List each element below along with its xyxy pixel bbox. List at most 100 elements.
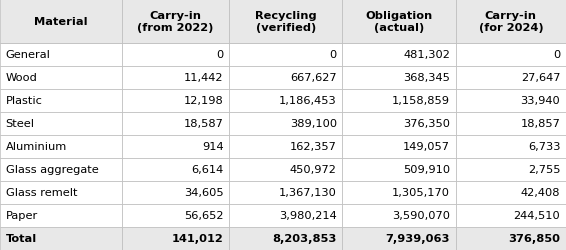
Bar: [456, 181, 566, 204]
Text: 162,357: 162,357: [290, 142, 337, 152]
Bar: [456, 112, 566, 135]
Text: Glass remelt: Glass remelt: [6, 188, 77, 198]
Text: 450,972: 450,972: [290, 165, 337, 175]
Text: 1,305,170: 1,305,170: [392, 188, 450, 198]
Text: 11,442: 11,442: [184, 73, 224, 83]
Bar: [122, 181, 229, 204]
Bar: [229, 158, 342, 181]
Bar: [229, 89, 342, 112]
Bar: [122, 0, 229, 44]
Bar: [456, 66, 566, 89]
Bar: [122, 204, 229, 227]
Bar: [0, 135, 122, 158]
Text: Carry-in
(for 2024): Carry-in (for 2024): [478, 11, 543, 32]
Text: 6,733: 6,733: [528, 142, 560, 152]
Text: 0: 0: [553, 50, 560, 60]
Bar: [229, 135, 342, 158]
Text: 0: 0: [329, 50, 337, 60]
Text: 56,652: 56,652: [184, 210, 224, 220]
Bar: [456, 158, 566, 181]
Bar: [229, 204, 342, 227]
Text: 7,939,063: 7,939,063: [385, 234, 450, 243]
Text: 1,186,453: 1,186,453: [279, 96, 337, 106]
Text: 368,345: 368,345: [403, 73, 450, 83]
Text: Material: Material: [34, 17, 88, 27]
Bar: [342, 0, 456, 44]
Text: 376,350: 376,350: [403, 119, 450, 129]
Text: Wood: Wood: [6, 73, 37, 83]
Bar: [0, 44, 122, 66]
Bar: [0, 204, 122, 227]
Bar: [342, 89, 456, 112]
Bar: [122, 135, 229, 158]
Bar: [229, 112, 342, 135]
Bar: [456, 204, 566, 227]
Text: Plastic: Plastic: [6, 96, 42, 106]
Text: 34,605: 34,605: [184, 188, 224, 198]
Bar: [342, 112, 456, 135]
Text: 0: 0: [216, 50, 224, 60]
Text: 6,614: 6,614: [191, 165, 224, 175]
Text: 667,627: 667,627: [290, 73, 337, 83]
Bar: [122, 66, 229, 89]
Text: Steel: Steel: [6, 119, 35, 129]
Text: Obligation
(actual): Obligation (actual): [366, 11, 432, 32]
Bar: [342, 181, 456, 204]
Text: 481,302: 481,302: [403, 50, 450, 60]
Bar: [0, 227, 122, 250]
Text: 27,647: 27,647: [521, 73, 560, 83]
Text: 12,198: 12,198: [184, 96, 224, 106]
Text: 389,100: 389,100: [290, 119, 337, 129]
Text: 914: 914: [202, 142, 224, 152]
Text: 509,910: 509,910: [403, 165, 450, 175]
Bar: [342, 204, 456, 227]
Bar: [456, 135, 566, 158]
Text: 3,980,214: 3,980,214: [279, 210, 337, 220]
Bar: [229, 227, 342, 250]
Text: Recycling
(verified): Recycling (verified): [255, 11, 316, 32]
Text: 3,590,070: 3,590,070: [392, 210, 450, 220]
Text: 42,408: 42,408: [521, 188, 560, 198]
Bar: [229, 181, 342, 204]
Text: 244,510: 244,510: [513, 210, 560, 220]
Text: 1,367,130: 1,367,130: [279, 188, 337, 198]
Text: 149,057: 149,057: [403, 142, 450, 152]
Bar: [456, 0, 566, 44]
Bar: [229, 66, 342, 89]
Text: 2,755: 2,755: [528, 165, 560, 175]
Bar: [342, 227, 456, 250]
Bar: [456, 89, 566, 112]
Text: Paper: Paper: [6, 210, 38, 220]
Text: General: General: [6, 50, 50, 60]
Text: Total: Total: [6, 234, 37, 243]
Bar: [122, 158, 229, 181]
Text: 1,158,859: 1,158,859: [392, 96, 450, 106]
Bar: [0, 112, 122, 135]
Bar: [0, 0, 122, 44]
Text: Glass aggregate: Glass aggregate: [6, 165, 98, 175]
Bar: [229, 44, 342, 66]
Bar: [229, 0, 342, 44]
Bar: [342, 66, 456, 89]
Bar: [0, 158, 122, 181]
Text: 376,850: 376,850: [508, 234, 560, 243]
Bar: [342, 135, 456, 158]
Text: Carry-in
(from 2022): Carry-in (from 2022): [138, 11, 213, 32]
Bar: [122, 89, 229, 112]
Bar: [0, 181, 122, 204]
Text: 18,587: 18,587: [184, 119, 224, 129]
Bar: [456, 227, 566, 250]
Bar: [122, 44, 229, 66]
Text: 141,012: 141,012: [172, 234, 224, 243]
Text: Aluminium: Aluminium: [6, 142, 67, 152]
Bar: [342, 44, 456, 66]
Bar: [0, 66, 122, 89]
Bar: [122, 112, 229, 135]
Text: 8,203,853: 8,203,853: [272, 234, 337, 243]
Bar: [122, 227, 229, 250]
Text: 33,940: 33,940: [521, 96, 560, 106]
Bar: [342, 158, 456, 181]
Text: 18,857: 18,857: [521, 119, 560, 129]
Bar: [456, 44, 566, 66]
Bar: [0, 89, 122, 112]
